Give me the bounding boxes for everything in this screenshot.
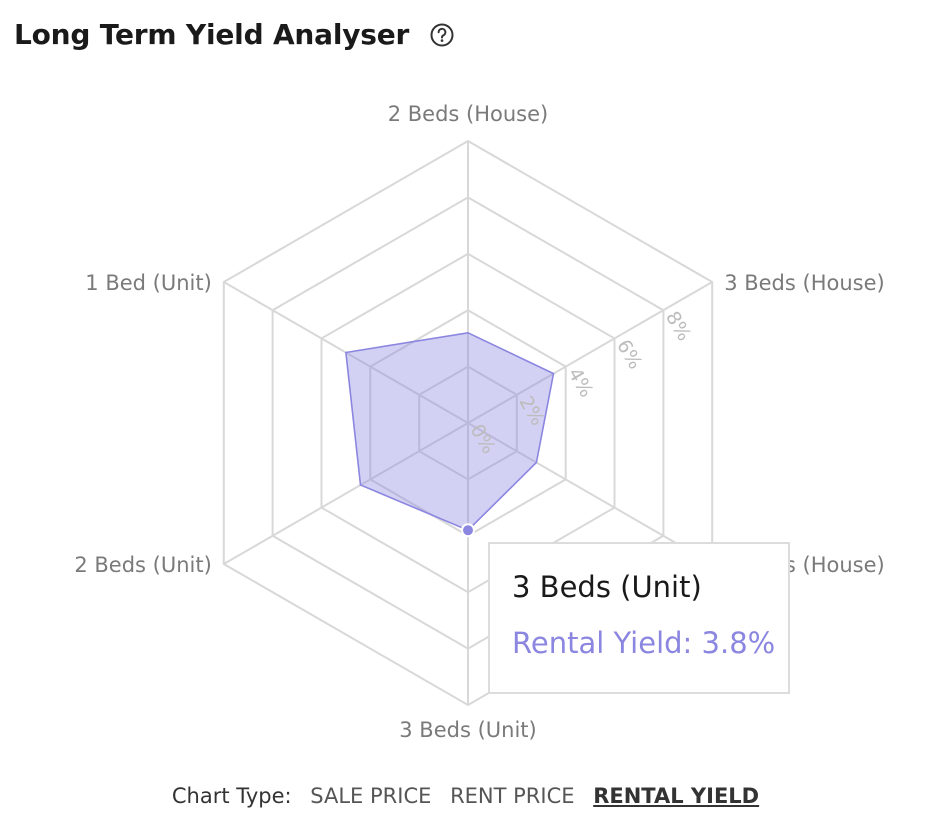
chart-type-rental-yield[interactable]: RENTAL YIELD bbox=[593, 784, 760, 808]
radar-series bbox=[345, 331, 555, 538]
header: Long Term Yield Analyser bbox=[14, 18, 455, 51]
chart-type-selector: Chart Type: SALE PRICE RENT PRICE RENTAL… bbox=[0, 784, 937, 808]
chart-type-sale-price[interactable]: SALE PRICE bbox=[310, 784, 432, 808]
radial-tick-label: 6% bbox=[612, 336, 646, 373]
grid-spoke bbox=[467, 422, 713, 565]
radial-tick-label: 4% bbox=[563, 364, 597, 401]
axis-label: 3 Beds (House) bbox=[724, 271, 885, 295]
chart-type-label: Chart Type: bbox=[171, 784, 292, 808]
grid-spoke bbox=[223, 422, 469, 565]
radial-tick-label: 8% bbox=[661, 308, 695, 345]
series-area bbox=[345, 331, 555, 532]
tooltip-value: Rental Yield: 3.8% bbox=[512, 626, 776, 660]
page-title: Long Term Yield Analyser bbox=[14, 18, 410, 51]
chart-type-rent-price[interactable]: RENT PRICE bbox=[450, 784, 575, 808]
tooltip-title: 3 Beds (Unit) bbox=[512, 570, 702, 604]
grid-spoke bbox=[467, 281, 713, 424]
axis-label: 1 Bed (Unit) bbox=[85, 271, 212, 295]
tooltip: 3 Beds (Unit) Rental Yield: 3.8% bbox=[488, 542, 790, 694]
axis-label: 2 Beds (House) bbox=[388, 102, 549, 126]
axis-label: 3 Beds (Unit) bbox=[399, 718, 536, 742]
data-point[interactable] bbox=[461, 523, 475, 538]
question-circle-icon[interactable] bbox=[429, 22, 455, 48]
axis-label: 2 Beds (Unit) bbox=[74, 553, 211, 577]
axis-labels: 2 Beds (House)3 Beds (House)4 Beds (Hous… bbox=[74, 102, 884, 742]
